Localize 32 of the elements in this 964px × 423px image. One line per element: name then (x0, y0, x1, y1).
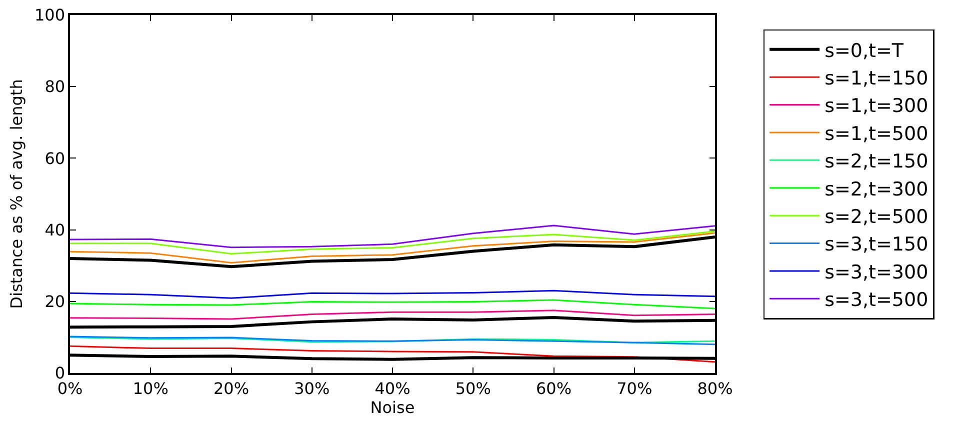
x-tick-label: 20% (213, 378, 250, 398)
legend-label: s=3,t=300 (824, 261, 928, 284)
line-series (70, 299, 715, 310)
legend-label: s=3,t=500 (824, 289, 928, 312)
line-series (70, 290, 715, 299)
x-tick-label: 50% (455, 378, 491, 398)
y-tick-label: 40 (44, 220, 66, 240)
y-tick-label: 100 (34, 6, 66, 25)
legend-label: s=0,t=T (824, 40, 904, 62)
y-tick-label: 20 (44, 292, 66, 311)
x-tick-label: 10% (132, 378, 168, 398)
legend-label: s=3,t=150 (824, 234, 928, 256)
line-series (70, 232, 715, 264)
x-axis-title: Noise (370, 398, 415, 417)
y-tick-label: 80 (44, 77, 66, 96)
legend-label: s=1,t=500 (824, 122, 928, 145)
line-series (70, 310, 715, 320)
legend-label: s=1,t=300 (824, 95, 928, 118)
x-tick-label: 80% (697, 378, 733, 398)
line-series (70, 224, 715, 248)
line-series (70, 230, 715, 255)
legend-label: s=2,t=300 (824, 178, 928, 200)
x-tick-label: 70% (616, 378, 652, 398)
x-tick-label: 30% (294, 378, 330, 398)
y-axis-title: Distance as % of avg. length (6, 79, 26, 309)
legend-label: s=2,t=150 (824, 150, 928, 173)
legend-label: s=2,t=500 (824, 206, 928, 228)
x-tick-label: 40% (374, 378, 410, 398)
x-tick-label: 60% (536, 378, 572, 398)
y-tick-label: 60 (44, 148, 66, 168)
legend-label: s=1,t=150 (824, 67, 928, 90)
line-series (70, 345, 715, 363)
